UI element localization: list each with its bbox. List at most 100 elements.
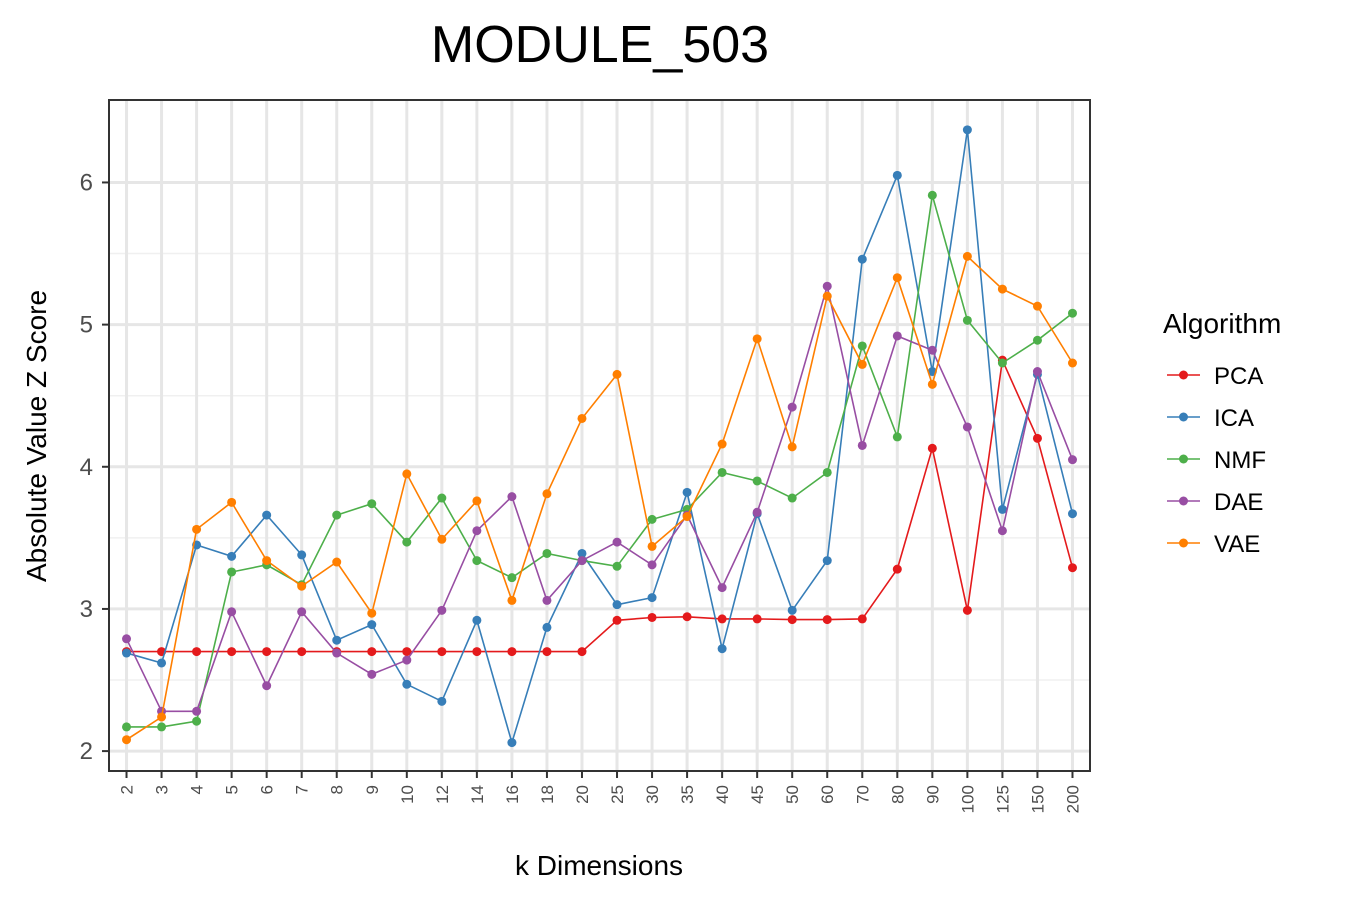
legend-label: NMF [1214, 447, 1266, 474]
x-tick-label: 100 [958, 785, 977, 813]
x-tick-label: 80 [888, 785, 907, 804]
legend-title: Algorithm [1163, 308, 1281, 339]
data-point-nmf [997, 358, 1007, 368]
data-point-pca [647, 612, 657, 622]
legend-key-point [1179, 538, 1188, 548]
x-tick-label: 6 [258, 785, 277, 794]
data-point-pca [787, 615, 797, 625]
data-point-pca [927, 443, 937, 453]
data-point-ica [472, 615, 482, 625]
legend-label: PCA [1214, 363, 1263, 390]
data-point-vae [1032, 301, 1042, 311]
data-point-dae [822, 281, 832, 291]
data-point-pca [507, 647, 517, 657]
data-point-ica [367, 620, 377, 630]
x-tick-label: 10 [398, 785, 417, 804]
x-tick-label: 14 [468, 785, 487, 804]
data-point-vae [332, 557, 342, 567]
legend-items: PCA ICA NMF DAE VAE [1167, 363, 1266, 558]
data-point-dae [122, 634, 132, 644]
data-point-ica [822, 556, 832, 566]
series-line-vae [126, 254, 1074, 741]
data-point-vae [717, 439, 727, 449]
legend-key-point [1179, 496, 1188, 506]
data-point-vae [962, 251, 972, 261]
y-axis-title: Absolute Value Z Score [21, 290, 52, 582]
data-point-vae [787, 442, 797, 452]
legend-key-point [1179, 454, 1188, 464]
data-point-pca [857, 614, 867, 624]
data-point-pca [297, 647, 307, 657]
series-line-ica [126, 129, 1074, 746]
data-point-ica [122, 648, 132, 658]
data-point-vae [682, 512, 692, 522]
data-point-pca [822, 615, 832, 625]
data-point-vae [297, 581, 307, 591]
data-point-pca [227, 647, 237, 657]
data-point-nmf [367, 499, 377, 509]
x-tick-label: 150 [1028, 785, 1047, 813]
x-tick-label: 90 [923, 785, 942, 804]
data-point-dae [997, 526, 1007, 536]
legend: Algorithm PCA ICA NMF DAE VAE [1163, 308, 1281, 558]
y-tick-label: 4 [80, 454, 93, 481]
data-point-vae [577, 413, 587, 423]
data-point-ica [647, 593, 657, 603]
data-point-dae [612, 537, 622, 547]
data-point-vae [437, 534, 447, 544]
legend-item-vae: VAE [1167, 531, 1260, 558]
series-ica [122, 125, 1077, 748]
data-point-vae [227, 497, 237, 507]
data-point-vae [1067, 358, 1077, 368]
x-tick-label: 125 [993, 785, 1012, 813]
data-point-nmf [192, 716, 202, 726]
data-point-nmf [437, 493, 447, 503]
data-point-ica [227, 551, 237, 561]
data-point-nmf [507, 573, 517, 583]
data-point-nmf [822, 467, 832, 477]
series-vae [122, 251, 1077, 745]
data-point-dae [367, 669, 377, 679]
data-point-pca [472, 647, 482, 657]
x-tick-label: 70 [853, 785, 872, 804]
data-point-pca [367, 647, 377, 657]
data-point-pca [682, 612, 692, 622]
data-point-dae [262, 681, 272, 691]
data-point-ica [892, 170, 902, 180]
data-point-ica [402, 679, 412, 689]
data-point-dae [297, 607, 307, 617]
data-point-nmf [787, 493, 797, 503]
data-point-vae [997, 284, 1007, 294]
series-line-pca [126, 357, 1074, 653]
y-tick-label: 3 [80, 596, 93, 623]
data-point-vae [122, 735, 132, 745]
data-point-pca [717, 614, 727, 624]
data-point-ica [507, 738, 517, 748]
data-point-nmf [227, 567, 237, 577]
data-point-dae [892, 331, 902, 341]
x-tick-label: 4 [188, 785, 207, 794]
data-point-ica [787, 605, 797, 615]
x-tick-label: 20 [573, 785, 592, 804]
data-point-pca [402, 647, 412, 657]
data-point-nmf [332, 510, 342, 520]
legend-item-ica: ICA [1167, 405, 1254, 432]
data-point-vae [157, 712, 167, 722]
data-point-ica [332, 635, 342, 645]
x-tick-label: 200 [1063, 785, 1082, 813]
legend-key-point [1179, 412, 1188, 422]
x-tick-label: 8 [328, 785, 347, 794]
data-point-dae [752, 507, 762, 517]
data-point-dae [927, 345, 937, 355]
series-dae [122, 281, 1077, 716]
data-point-dae [962, 422, 972, 432]
data-point-dae [1067, 455, 1077, 465]
x-tick-label: 30 [643, 785, 662, 804]
data-point-vae [892, 273, 902, 283]
plot-background [109, 100, 1090, 771]
data-point-ica [437, 696, 447, 706]
data-point-dae [857, 440, 867, 450]
data-point-ica [682, 487, 692, 497]
data-point-ica [262, 510, 272, 520]
